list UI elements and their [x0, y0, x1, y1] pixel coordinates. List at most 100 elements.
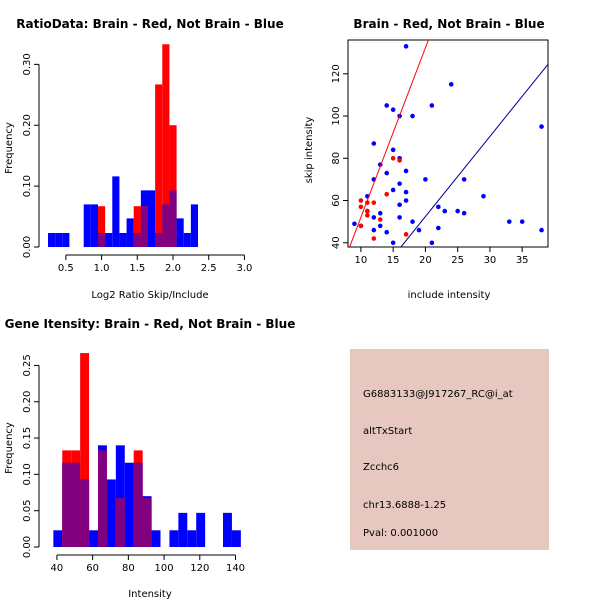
- scatter-point-not-brain: [448, 82, 454, 87]
- gene-bar-overlap: [115, 498, 125, 547]
- gene-y-tick-label: 0.15: [22, 427, 33, 449]
- scatter-point-not-brain: [377, 223, 383, 229]
- scatter-point-brain: [365, 208, 370, 214]
- ratio-bar-not-brain: [105, 232, 113, 247]
- scatter-fit-line-not-brain: [400, 63, 548, 247]
- gene-bar-not-brain: [89, 530, 98, 547]
- scatter-y-tick-label: 80: [331, 152, 342, 165]
- gene-x-axis-label: Intensity: [128, 589, 172, 600]
- gene-y-tick-label: 0.20: [22, 391, 33, 413]
- ratio-bar-brain: [133, 206, 141, 247]
- gene-bar-overlap: [98, 450, 107, 547]
- scatter-point-not-brain: [429, 240, 435, 246]
- gene-bar-not-brain: [53, 530, 63, 547]
- scatter-point-not-brain: [390, 107, 396, 113]
- ratio-bar-not-brain: [190, 204, 198, 247]
- scatter-y-tick-label: 60: [331, 194, 342, 207]
- scatter-point-not-brain: [481, 194, 486, 199]
- scatter-point-brain: [384, 191, 390, 197]
- scatter-point-not-brain: [403, 198, 409, 203]
- gene-y-axis-label: Frequency: [4, 422, 15, 474]
- scatter-point-not-brain: [390, 147, 396, 153]
- ratio-x-tick-label: 3.0: [236, 263, 252, 274]
- scatter-point-brain: [365, 213, 370, 218]
- ratio-bar-not-brain: [148, 190, 156, 247]
- scatter-point-not-brain: [436, 204, 441, 210]
- scatter-y-tick-label: 120: [331, 64, 342, 83]
- scatter-point-not-brain: [371, 141, 377, 146]
- scatter-point-not-brain: [384, 229, 390, 235]
- scatter-y-tick-label: 100: [331, 106, 342, 125]
- info-panel: G6883133@J917267_RC@i_at altTxStart Zcch…: [350, 349, 549, 550]
- scatter-y-tick-label: 40: [331, 236, 342, 249]
- ratio-bar-overlap: [162, 204, 170, 247]
- gene-x-tick-label: 60: [86, 563, 99, 574]
- scatter-point-not-brain: [390, 187, 396, 193]
- ratio-x-tick-label: 2.5: [201, 263, 217, 274]
- gene-bar-not-brain: [187, 530, 197, 547]
- scatter-point-not-brain: [377, 210, 383, 216]
- scatter-point-not-brain: [403, 168, 409, 174]
- ratio-y-tick-label: 0.20: [22, 114, 33, 136]
- ratio-x-tick-label: 2.0: [165, 263, 181, 274]
- gene-bar-overlap: [142, 498, 152, 547]
- scatter-point-not-brain: [403, 44, 409, 49]
- ratio-y-tick-label: 0.10: [22, 175, 33, 197]
- ratio-bar-brain: [169, 125, 177, 247]
- ratio-bars: [48, 44, 198, 247]
- ratio-bar-not-brain: [48, 232, 56, 247]
- ratio-x-tick-label: 1.0: [94, 263, 110, 274]
- scatter-x-axis-label: include intensity: [408, 290, 491, 301]
- gene-bar-not-brain: [151, 530, 161, 547]
- scatter-point-not-brain: [429, 103, 435, 108]
- scatter-point-not-brain: [384, 103, 390, 108]
- gene-bar-not-brain: [124, 462, 134, 547]
- gene-bar-not-brain: [223, 512, 232, 547]
- gene-y-tick-label: 0.05: [22, 500, 33, 522]
- gene-bar-overlap: [71, 462, 81, 547]
- scatter-point-brain: [371, 200, 377, 205]
- ratio-bar-not-brain: [90, 204, 98, 247]
- scatter-fit-line-brain: [349, 40, 429, 247]
- ratio-bar-not-brain: [126, 218, 134, 247]
- scatter-point-not-brain: [455, 208, 460, 214]
- ratio-bar-not-brain: [119, 232, 127, 247]
- gene-y-tick-label: 0.00: [22, 536, 33, 558]
- ratio-bar-not-brain: [62, 232, 70, 247]
- scatter-point-brain: [371, 236, 377, 241]
- scatter-points: [349, 40, 548, 247]
- ratio-y-axis-label: Frequency: [4, 122, 15, 174]
- gene-x-tick-label: 140: [226, 563, 245, 574]
- gene-bar-not-brain: [169, 530, 179, 547]
- scatter-point-not-brain: [442, 208, 448, 214]
- scatter-x-tick-label: 30: [484, 255, 497, 266]
- gene-bar-not-brain: [196, 512, 206, 547]
- ratio-bar-brain: [98, 206, 106, 247]
- scatter-point-brain: [403, 232, 409, 237]
- scatter-x-tick-label: 10: [355, 255, 368, 266]
- gene-bar-overlap: [133, 462, 143, 547]
- scatter-point-not-brain: [436, 225, 441, 231]
- scatter-point-not-brain: [371, 227, 377, 233]
- ratio-bar-overlap: [140, 206, 148, 247]
- gene-bar-brain: [80, 353, 90, 547]
- ratio-bar-not-brain: [83, 204, 91, 247]
- scatter-point-not-brain: [519, 219, 525, 224]
- gene-bar-not-brain: [115, 445, 125, 547]
- ratio-bar-not-brain: [55, 232, 63, 247]
- scatter-point-not-brain: [461, 210, 467, 216]
- probe-id-text: G6883133@J917267_RC@i_at: [363, 389, 513, 400]
- gene-y-tick-label: 0.25: [22, 354, 33, 376]
- scatter-x-tick-label: 15: [387, 255, 400, 266]
- ratio-bar-brain: [155, 84, 163, 247]
- gene-bar-not-brain: [178, 512, 188, 547]
- gene-bar-not-brain: [231, 530, 241, 547]
- ratio-bar-not-brain: [176, 218, 184, 247]
- ratio-chart-title: RatioData: Brain - Red, Not Brain - Blue: [16, 17, 283, 31]
- scatter-plot-frame: [347, 39, 549, 248]
- gene-histogram-panel: Gene Itensity: Brain - Red, Not Brain - …: [4, 317, 295, 600]
- scatter-point-not-brain: [397, 202, 402, 208]
- ratio-x-tick-label: 1.5: [129, 263, 145, 274]
- scatter-point-not-brain: [397, 181, 402, 186]
